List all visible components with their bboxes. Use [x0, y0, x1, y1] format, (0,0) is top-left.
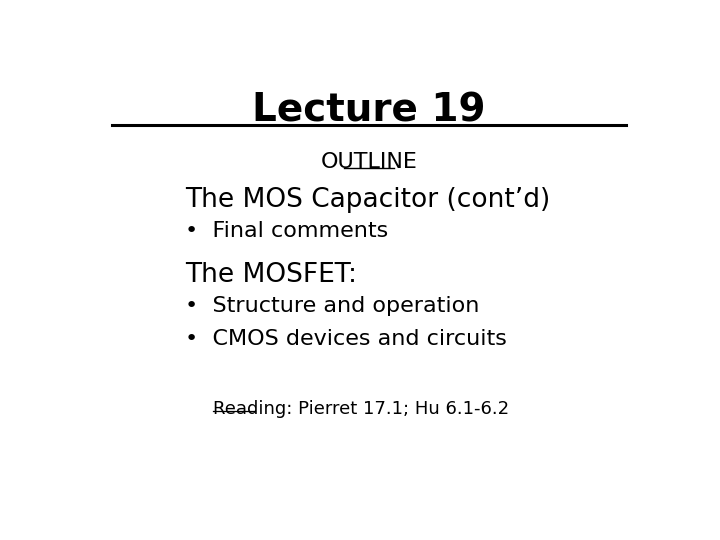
Text: Reading: Pierret 17.1; Hu 6.1-6.2: Reading: Pierret 17.1; Hu 6.1-6.2 — [213, 400, 509, 417]
Text: •  CMOS devices and circuits: • CMOS devices and circuits — [185, 329, 507, 349]
Text: The MOSFET:: The MOSFET: — [185, 262, 357, 288]
Text: •  Final comments: • Final comments — [185, 221, 388, 241]
Text: Lecture 19: Lecture 19 — [252, 92, 486, 130]
Text: The MOS Capacitor (cont’d): The MOS Capacitor (cont’d) — [185, 187, 550, 213]
Text: •  Structure and operation: • Structure and operation — [185, 295, 480, 315]
Text: OUTLINE: OUTLINE — [320, 152, 418, 172]
